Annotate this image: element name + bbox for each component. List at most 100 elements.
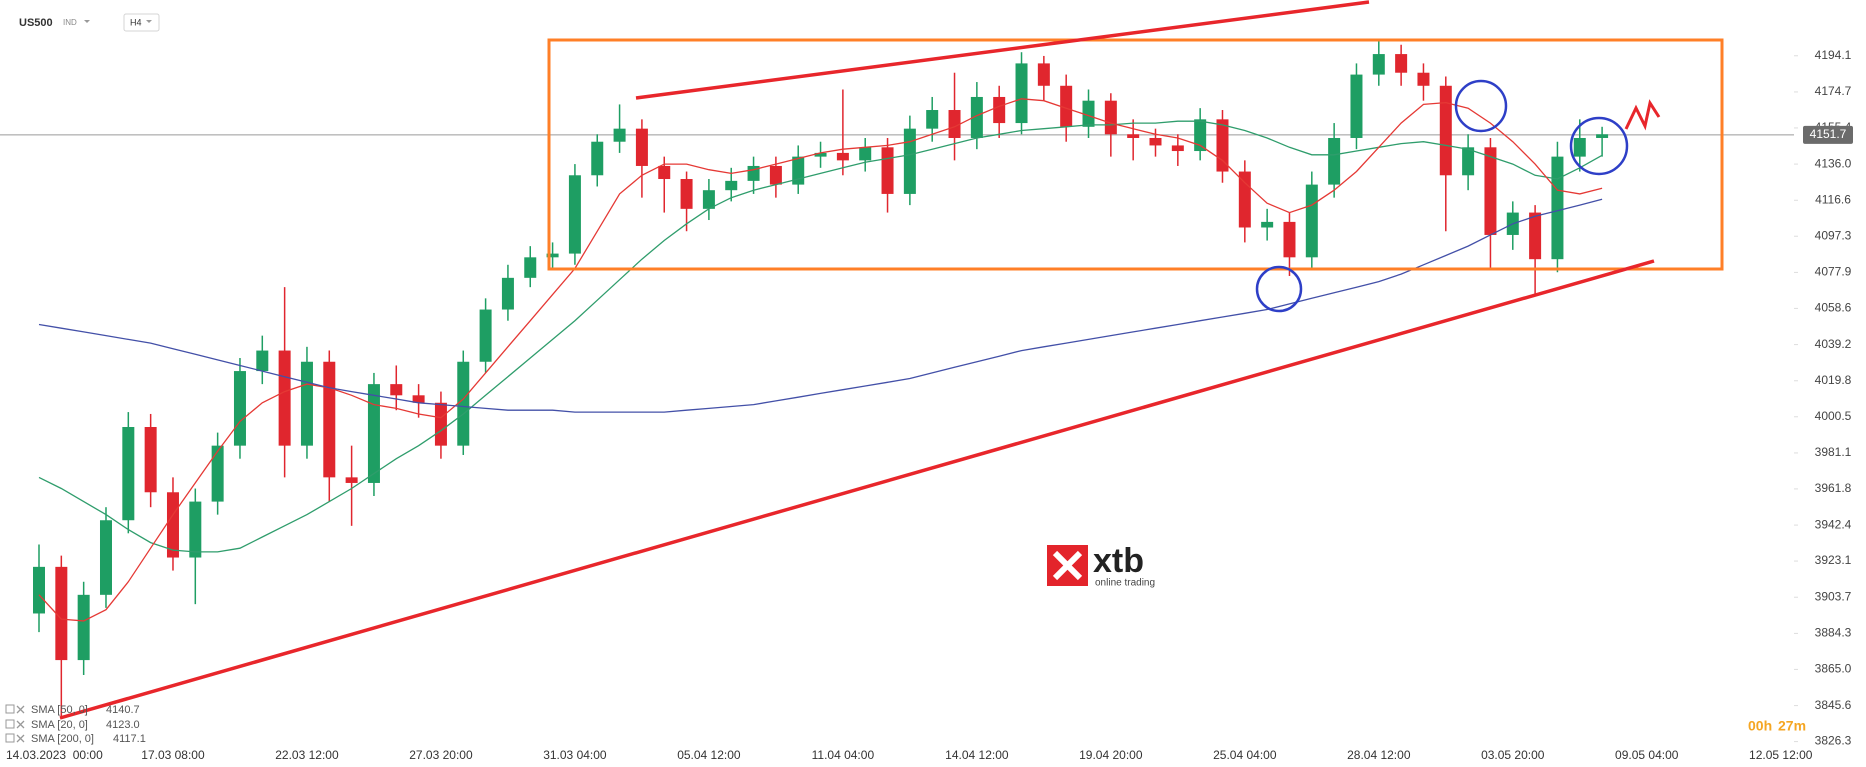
- legend-icon[interactable]: [5, 733, 15, 743]
- y-tick-label: 3903.7: [1815, 589, 1852, 603]
- legend-remove[interactable]: [16, 705, 25, 714]
- candle-body: [702, 190, 715, 209]
- range-box: [547, 38, 1724, 271]
- legend-name: SMA [200, 0]: [31, 733, 94, 745]
- circle-marker: [1569, 116, 1629, 176]
- candle-body: [1596, 134, 1609, 138]
- candle-body: [1060, 85, 1073, 127]
- candle-body: [189, 501, 202, 558]
- y-tick-label: 3981.1: [1815, 445, 1852, 459]
- legend-row[interactable]: SMA [20, 0] 4123.0: [5, 719, 140, 731]
- y-tick-label: 4116.6: [1815, 192, 1851, 206]
- x-tick-label: 27.03 20:00: [409, 748, 473, 762]
- candle-body: [33, 566, 45, 614]
- legend-remove[interactable]: [16, 720, 25, 729]
- candle-body: [1127, 134, 1140, 138]
- x-tick-label: 31.03 04:00: [543, 748, 607, 762]
- candle-body: [1573, 137, 1586, 157]
- candle-body: [122, 427, 135, 521]
- x-tick-label: 11.04 04:00: [812, 748, 875, 762]
- candle-body: [1305, 184, 1318, 258]
- sma-line: [38, 120, 1603, 553]
- timer-hours: 00h: [1748, 718, 1772, 734]
- y-tick-label: 3923.1: [1815, 553, 1852, 567]
- legend-row[interactable]: SMA [50, 0] 4140.7: [5, 704, 140, 716]
- candle-body: [1462, 147, 1475, 176]
- legend-row[interactable]: SMA [200, 0] 4117.1: [5, 733, 146, 745]
- projection-zigzag: [1624, 99, 1661, 131]
- logo-brand: xtb: [1093, 542, 1144, 580]
- logo-cross: [1052, 550, 1083, 581]
- candle-body: [1015, 63, 1028, 124]
- candle-body: [591, 141, 604, 176]
- candle-body: [1395, 54, 1408, 73]
- candle-body: [1372, 54, 1385, 75]
- x-tick-label: 19.04 20:00: [1079, 748, 1143, 762]
- candle-body: [1037, 63, 1050, 86]
- candle-body: [1261, 221, 1274, 228]
- x-tick-label: 28.04 12:00: [1347, 748, 1411, 762]
- candle-body: [412, 395, 425, 403]
- candle-body: [836, 152, 849, 161]
- y-tick-label: 3845.6: [1815, 698, 1852, 712]
- axis-layer: 4194.14174.74155.44136.04116.64097.34077…: [6, 48, 1853, 762]
- legend-icon[interactable]: [5, 719, 15, 729]
- candle-body: [658, 165, 671, 180]
- candle-body: [211, 445, 224, 502]
- x-tick-label: 09.05 04:00: [1615, 748, 1679, 762]
- timeframe-box[interactable]: [123, 13, 160, 32]
- candle-body: [1082, 100, 1095, 127]
- symbol: US500: [19, 17, 53, 29]
- legend-icon[interactable]: [5, 704, 15, 714]
- y-tick-label: 4097.3: [1815, 228, 1852, 242]
- candle-body: [77, 594, 90, 661]
- candle-body: [1283, 221, 1296, 258]
- x-tick-label: 17.03 08:00: [141, 748, 205, 762]
- candle-body: [233, 371, 246, 446]
- x-tick-label: 03.05 20:00: [1481, 748, 1545, 762]
- indicator-legend: SMA [50, 0] 4140.7 SMA [20, 0] 4123.0 SM…: [5, 704, 146, 745]
- y-tick-label: 4019.8: [1815, 373, 1852, 387]
- candle-body: [1104, 100, 1117, 135]
- candle-body: [859, 147, 872, 161]
- y-tick-label: 3826.3: [1815, 734, 1852, 748]
- market: IND: [63, 18, 77, 27]
- legend-value: 4123.0: [106, 719, 140, 731]
- timeframe-selector[interactable]: H4: [123, 13, 160, 32]
- candle-body: [479, 309, 492, 362]
- annotations: [59, 0, 1724, 720]
- y-tick-label: 4136.0: [1815, 156, 1852, 170]
- candle-body: [457, 361, 470, 446]
- candle-body: [367, 384, 380, 483]
- candle-body: [144, 427, 157, 493]
- legend-remove[interactable]: [16, 734, 25, 743]
- last-price-label: 4151.7: [1810, 127, 1847, 141]
- background-layer: [0, 55, 1798, 743]
- candle-body: [501, 277, 514, 310]
- y-tick-label: 4058.6: [1815, 301, 1852, 315]
- y-tick-label: 3865.0: [1815, 662, 1852, 676]
- candle-body: [635, 128, 648, 166]
- candle-body: [1529, 212, 1542, 260]
- dropdown-caret: [146, 20, 152, 23]
- candle-body: [1350, 74, 1363, 138]
- sma-line: [38, 98, 1603, 622]
- timeframe[interactable]: H4: [130, 17, 142, 27]
- candle-body: [725, 180, 738, 191]
- y-tick-label: 3942.4: [1815, 517, 1852, 531]
- candle-body: [680, 179, 693, 209]
- marks-layer: [33, 39, 1609, 718]
- circle-marker: [1255, 265, 1303, 313]
- legend-name: SMA [50, 0]: [31, 704, 88, 716]
- candle-body: [546, 253, 559, 258]
- candle-body: [1439, 85, 1452, 176]
- candle-body: [1551, 156, 1564, 260]
- candle-body: [568, 175, 581, 254]
- candle-body: [1238, 171, 1251, 228]
- y-tick-label: 4174.7: [1815, 84, 1852, 98]
- candle-body: [300, 361, 313, 446]
- y-tick-label: 4000.5: [1815, 409, 1852, 423]
- y-tick-label: 4077.9: [1815, 265, 1852, 279]
- x-tick-label: 14.04 12:00: [945, 748, 1009, 762]
